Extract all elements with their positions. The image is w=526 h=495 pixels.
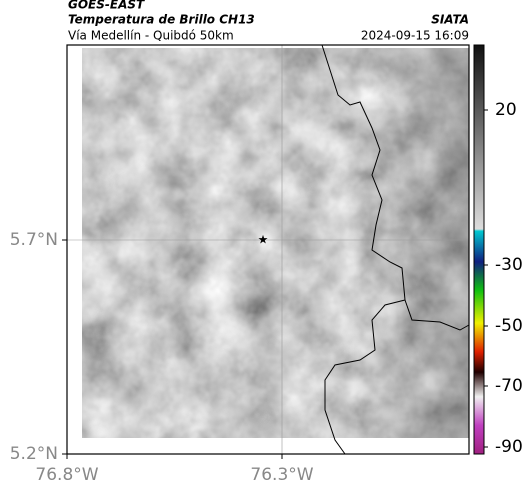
image-shade bbox=[82, 48, 469, 438]
title: Temperatura de Brillo CH13 bbox=[68, 13, 255, 27]
x-tick-label: 76.3°W bbox=[250, 465, 313, 485]
source: GOES-EAST bbox=[68, 0, 145, 12]
map-frame bbox=[66, 44, 470, 455]
colorbar-tick-label: -70 bbox=[495, 376, 523, 396]
colorbar-tick-label: -30 bbox=[495, 255, 523, 275]
y-tick-label: 5.2°N bbox=[10, 444, 58, 464]
y-tick-label: 5.7°N bbox=[10, 230, 58, 250]
colorbar-tick-label: -50 bbox=[495, 316, 523, 336]
colorbar-tick-label: 20 bbox=[495, 100, 517, 120]
location-star: ★ bbox=[258, 233, 269, 247]
subtitle: Vía Medellín - Quibdó 50km bbox=[68, 29, 234, 43]
boundary-line bbox=[321, 44, 470, 455]
x-tick-label: 76.8°W bbox=[35, 465, 98, 485]
colorbar-tick-label: -90 bbox=[495, 437, 523, 457]
timestamp: 2024-09-15 16:09 bbox=[361, 29, 469, 43]
colorbar bbox=[473, 44, 485, 455]
organization: SIATA bbox=[431, 13, 469, 27]
